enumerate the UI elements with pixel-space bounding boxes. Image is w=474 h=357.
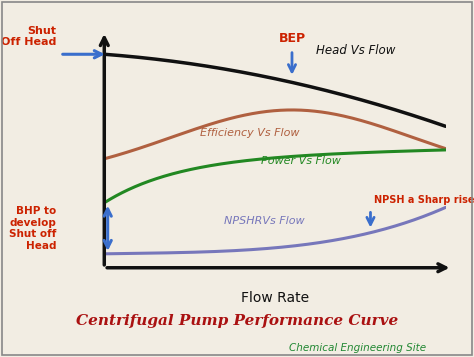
Text: Flow Rate: Flow Rate [241,291,309,305]
Text: NPSH a Sharp rise beyond BEP: NPSH a Sharp rise beyond BEP [374,195,474,205]
Text: Head Vs Flow: Head Vs Flow [316,44,395,56]
Text: Power Vs Flow: Power Vs Flow [261,156,341,166]
Text: Shut
Off Head: Shut Off Head [1,26,56,47]
Text: BHP to
develop
Shut off
Head: BHP to develop Shut off Head [9,206,56,251]
Text: BEP: BEP [278,32,306,45]
Text: Chemical Engineering Site: Chemical Engineering Site [290,343,427,353]
Text: NPSHRVs Flow: NPSHRVs Flow [224,216,304,226]
Text: Efficiency Vs Flow: Efficiency Vs Flow [200,128,300,138]
Text: Centrifugal Pump Performance Curve: Centrifugal Pump Performance Curve [76,314,398,328]
